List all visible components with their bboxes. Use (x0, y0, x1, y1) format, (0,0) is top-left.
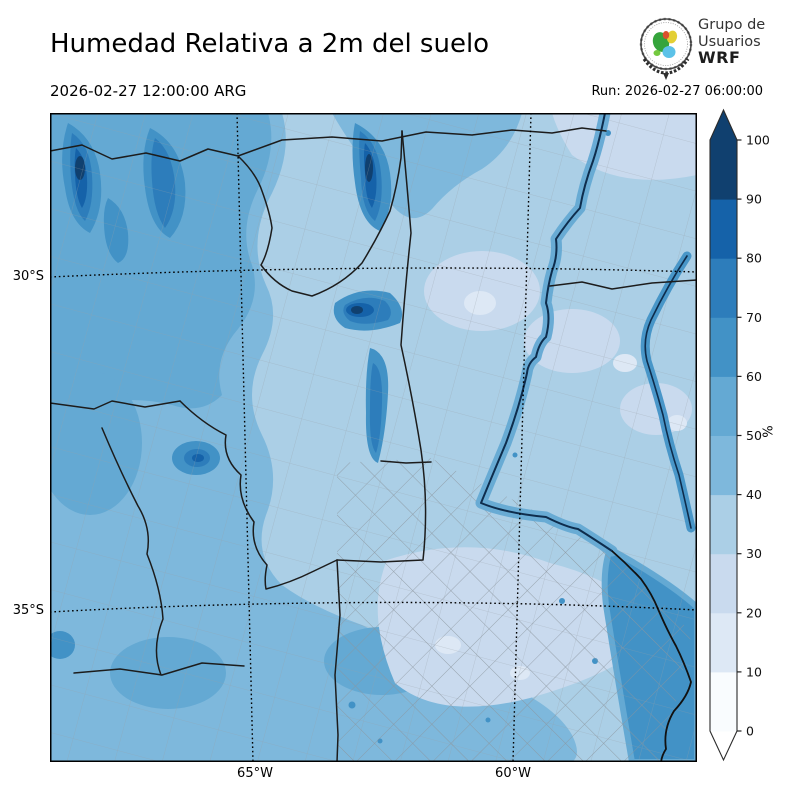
colorbar-band-90-100 (710, 140, 737, 200)
colorbar-tick-label-30: 30 (746, 546, 762, 561)
globe-emblem-icon (639, 17, 693, 80)
colorbar-tick-label-10: 10 (746, 664, 762, 679)
humidity-map-canvas (50, 113, 697, 762)
province-borders (50, 127, 697, 762)
logo-line1: Grupo de (698, 17, 766, 33)
parana-river (475, 113, 618, 557)
map-border (50, 113, 697, 762)
graticule-35s (50, 601, 697, 613)
colorbar-tick-label-60: 60 (746, 369, 762, 384)
run-time-label: Run: 2026-02-27 06:00:00 (591, 84, 763, 99)
colorbar-tick-label-70: 70 (746, 310, 762, 325)
colorbar-tick-label-90: 90 (746, 192, 762, 207)
colorbar-band-20-30 (710, 553, 737, 614)
uruguay-river (640, 251, 696, 533)
colorbar-band-60-70 (710, 317, 737, 377)
colorbar-band-30-40 (710, 494, 737, 555)
colorbar-band-0-10 (710, 671, 737, 732)
colorbar-band-80-90 (710, 199, 737, 259)
page-title: Humedad Relativa a 2m del suelo (50, 29, 490, 59)
rio-de-la-plata-coastline (611, 550, 692, 762)
graticule (50, 113, 697, 762)
colorbar-tick-label-80: 80 (746, 251, 762, 266)
colorbar-band-50-60 (710, 376, 737, 436)
lat-label-30s: 30°S (12, 269, 44, 284)
colorbar-tick-label-100: 100 (746, 133, 770, 148)
lat-label-35s: 35°S (12, 603, 44, 618)
colorbar-tick-label-40: 40 (746, 487, 762, 502)
colorbar-band-70-80 (710, 258, 737, 318)
logo-line2: Usuarios (698, 33, 761, 50)
graticule-30s (50, 267, 697, 278)
lon-label-65w: 65°W (237, 766, 273, 781)
logo-wrf: WRF (698, 48, 741, 67)
colorbar-under-arrow (710, 731, 737, 760)
colorbar-band-10-20 (710, 612, 737, 673)
valid-time-label: 2026-02-27 12:00:00 ARG (50, 82, 247, 100)
colorbar-tick-label-50: 50 (746, 428, 762, 443)
logo-text: Grupo de Usuarios WRF (698, 17, 765, 67)
colorbar-tick-label-20: 20 (746, 605, 762, 620)
colorbar-tick-label-0: 0 (746, 724, 754, 739)
wrf-users-group-logo (638, 12, 798, 82)
colorbar: 0 10 20 30 40 50 60 70 80 90 100 (706, 105, 800, 775)
colorbar-scale: 0 10 20 30 40 50 60 70 80 90 100 (709, 108, 770, 762)
colorbar-over-arrow (710, 110, 737, 140)
colorbar-band-40-50 (710, 435, 737, 496)
colorbar-unit-label: % (758, 425, 774, 438)
department-boundaries (50, 113, 697, 762)
lon-label-60w: 60°W (495, 766, 531, 781)
map-plot-area (50, 113, 697, 762)
